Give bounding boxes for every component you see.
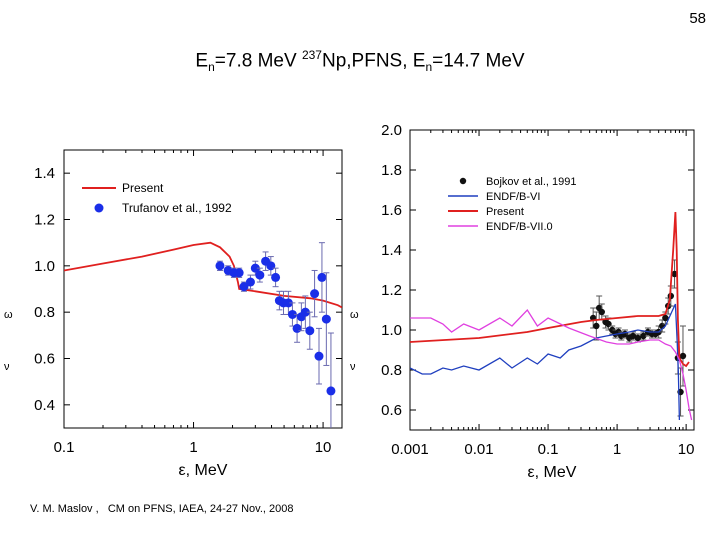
- y-tick-label: 1.4: [381, 242, 402, 259]
- title-right-rest: =14.7 MeV: [432, 50, 525, 72]
- legend-label: Present: [486, 206, 524, 218]
- data-point: [317, 272, 327, 282]
- data-point: [314, 351, 324, 361]
- title-left-sub: n: [208, 60, 215, 75]
- plot-area: [410, 211, 693, 421]
- y-tick-label: 0.6: [381, 402, 402, 419]
- y-tick-label: 0.8: [381, 362, 402, 379]
- data-point: [662, 314, 669, 322]
- x-tick-label: 0.001: [391, 441, 429, 458]
- x-tick-label: 10: [315, 439, 332, 456]
- data-point: [679, 352, 687, 360]
- data-point: [671, 270, 678, 278]
- data-point: [310, 289, 320, 299]
- data-point: [292, 323, 302, 333]
- left-ylabel-fragment-2: ν: [4, 361, 10, 373]
- data-point: [629, 332, 637, 340]
- data-point: [634, 334, 642, 342]
- y-tick-label: 1.8: [381, 162, 402, 179]
- data-point: [250, 263, 260, 273]
- x-tick-label: 10: [678, 441, 695, 458]
- title-left-prefix: E: [195, 50, 209, 72]
- slide-title: En=7.8 MeV 237Np,PFNS, En=14.7 MeV: [0, 48, 720, 74]
- y-tick-label: 0.6: [34, 351, 55, 368]
- series-line-2: [410, 211, 690, 368]
- title-left-rest: =7.8 MeV: [214, 50, 302, 72]
- y-tick-label: 1.2: [34, 212, 55, 229]
- y-tick-label: 0.4: [34, 397, 55, 414]
- y-tick-label: 1.0: [381, 322, 402, 339]
- right-ylabel-fragment-2: ν: [350, 361, 356, 373]
- footer-credit: V. M. Maslov , CM on PFNS, IAEA, 24-27 N…: [30, 503, 294, 515]
- data-point: [234, 268, 244, 278]
- data-point: [239, 282, 249, 292]
- data-point: [598, 308, 605, 316]
- data-point: [326, 386, 336, 396]
- y-tick-label: 1.4: [34, 165, 55, 182]
- title-mid: Np,PFNS, E: [321, 50, 426, 72]
- x-axis-label: ε, MeV: [528, 464, 577, 481]
- y-tick-label: 2.0: [381, 122, 402, 139]
- data-point: [321, 314, 331, 324]
- y-tick-label: 0.8: [34, 304, 55, 321]
- legend-marker: [459, 177, 467, 185]
- y-tick-label: 1.0: [34, 258, 55, 275]
- title-isotope-mass: 237: [301, 48, 322, 62]
- y-tick-label: 1.6: [381, 202, 402, 219]
- series-line-1: [410, 303, 681, 421]
- x-tick-label: 1: [189, 439, 197, 456]
- plot-frame: [63, 149, 343, 429]
- x-tick-label: 0.01: [464, 441, 493, 458]
- legend-label: Bojkov et al., 1991: [486, 176, 577, 188]
- legend-label: ENDF/B-VI: [486, 191, 540, 203]
- data-point: [300, 307, 310, 317]
- x-tick-label: 0.1: [54, 439, 75, 456]
- left-ylabel-fragment-1: ω: [4, 309, 13, 321]
- x-tick-label: 0.1: [538, 441, 559, 458]
- data-point: [593, 322, 600, 330]
- title-right-sub: n: [425, 60, 433, 75]
- right-ylabel-fragment-1: ω: [350, 309, 359, 321]
- plot-frame: [409, 129, 695, 431]
- data-point: [215, 261, 225, 271]
- data-point: [245, 277, 255, 287]
- legend-label: Trufanov et al., 1992: [122, 201, 232, 215]
- data-point: [266, 261, 276, 271]
- plot-area: [64, 241, 342, 428]
- data-point: [271, 272, 281, 282]
- data-point: [287, 309, 297, 319]
- series-line-3: [410, 308, 693, 421]
- legend-marker: [94, 203, 104, 213]
- y-tick-label: 1.2: [381, 282, 402, 299]
- chart-left: 0.1 1 10 0.4 0.6 0.8 1.0 1.2 1.4 ε, MeV Present Tru…: [34, 149, 343, 479]
- x-tick-label: 1: [613, 441, 621, 458]
- data-point: [283, 298, 293, 308]
- chart-right: 0.001 0.01 0.1 1 10 0.6 0.8 1.0 1.2 1.4 1.6 1.8 2.0 ε…: [381, 122, 695, 481]
- x-axis-label: ε, MeV: [179, 462, 228, 479]
- legend-label: Present: [122, 181, 164, 195]
- data-point: [305, 326, 315, 336]
- data-point: [255, 270, 265, 280]
- data-point: [640, 332, 647, 340]
- legend-label: ENDF/B-VII.0: [486, 221, 553, 233]
- page-number: 58: [689, 10, 706, 27]
